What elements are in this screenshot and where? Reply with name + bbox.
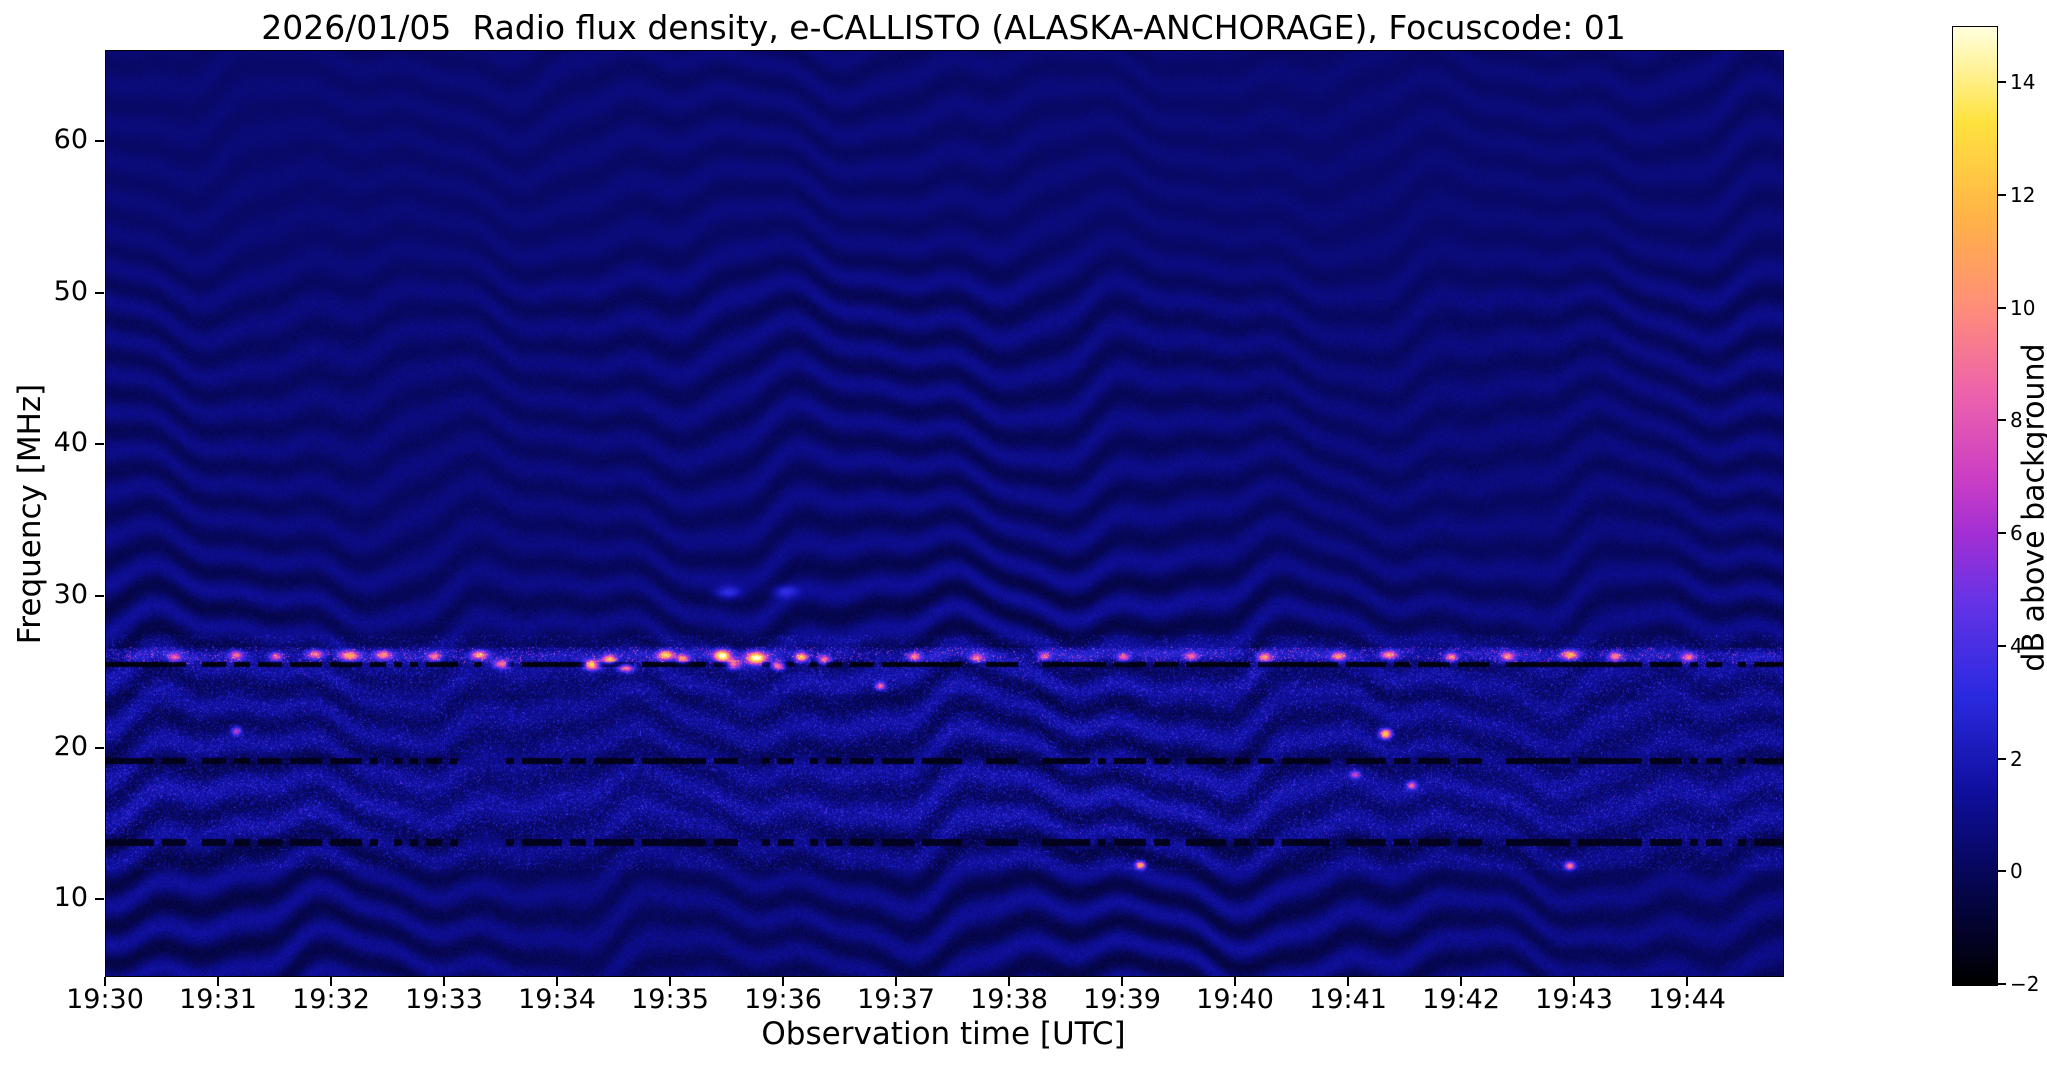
- x-tick-label: 19:31: [179, 984, 257, 1015]
- x-tick-label: 19:40: [1196, 984, 1274, 1015]
- colorbar-tick-label: 4: [2010, 633, 2023, 658]
- x-tick-label: 19:38: [970, 984, 1048, 1015]
- y-tick-mark: [95, 139, 104, 142]
- x-tick-mark: [1234, 977, 1237, 986]
- x-tick-mark: [1460, 977, 1463, 986]
- x-tick-label: 19:35: [631, 984, 709, 1015]
- colorbar-tick-mark: [1998, 983, 2006, 985]
- colorbar-tick-label: 6: [2010, 521, 2023, 546]
- x-tick-label: 19:34: [518, 984, 596, 1015]
- colorbar-tick-mark: [1998, 870, 2006, 873]
- x-tick-label: 19:41: [1309, 984, 1387, 1015]
- x-tick-label: 19:37: [857, 984, 935, 1015]
- y-tick-mark: [95, 443, 104, 446]
- x-tick-mark: [104, 977, 106, 986]
- y-tick-mark: [95, 291, 104, 294]
- x-tick-mark: [330, 977, 332, 986]
- x-tick-label: 19:42: [1422, 984, 1500, 1015]
- x-tick-label: 19:44: [1648, 984, 1726, 1015]
- y-tick-label: 40: [53, 427, 88, 459]
- y-tick-label: 50: [53, 275, 88, 307]
- y-tick-label: 30: [53, 578, 88, 610]
- colorbar: [1952, 26, 1998, 986]
- colorbar-tick-label: 2: [2010, 746, 2023, 771]
- colorbar-tick-label: 8: [2010, 408, 2023, 433]
- spectrogram-canvas: [106, 51, 1783, 976]
- colorbar-tick-mark: [1998, 532, 2006, 535]
- chart-title: 2026/01/05 Radio flux density, e-CALLIST…: [261, 8, 1626, 47]
- x-tick-mark: [1008, 977, 1011, 986]
- x-tick-mark: [443, 977, 446, 986]
- colorbar-tick-mark: [1998, 757, 2006, 760]
- x-tick-mark: [782, 977, 785, 986]
- x-tick-label: 19:43: [1535, 984, 1613, 1015]
- x-tick-mark: [1347, 977, 1350, 986]
- colorbar-tick-mark: [1998, 194, 2006, 197]
- x-tick-mark: [1573, 977, 1576, 986]
- x-tick-label: 19:32: [292, 984, 370, 1015]
- x-tick-mark: [556, 977, 559, 986]
- y-tick-mark: [95, 898, 104, 901]
- colorbar-tick-mark: [1998, 81, 2006, 84]
- x-tick-label: 19:39: [1083, 984, 1161, 1015]
- y-tick-mark: [95, 594, 104, 597]
- x-tick-label: 19:36: [744, 984, 822, 1015]
- colorbar-gradient-canvas: [1953, 27, 1997, 985]
- x-tick-mark: [1686, 977, 1689, 986]
- colorbar-tick-label: 14: [2010, 70, 2036, 95]
- x-tick-mark: [217, 977, 219, 986]
- y-tick-label: 10: [53, 882, 88, 914]
- x-tick-label: 19:30: [66, 984, 144, 1015]
- y-tick-label: 20: [53, 730, 88, 762]
- y-tick-mark: [95, 746, 104, 749]
- plot-area: [105, 50, 1784, 977]
- colorbar-tick-mark: [1998, 306, 2006, 309]
- x-tick-mark: [895, 977, 898, 986]
- y-axis-label: Frequency [MHz]: [12, 383, 48, 645]
- y-tick-label: 60: [53, 123, 88, 155]
- x-tick-mark: [669, 977, 672, 986]
- colorbar-tick-label: 12: [2010, 183, 2036, 208]
- colorbar-label: dB above background: [2016, 343, 2047, 672]
- colorbar-tick-label: 10: [2010, 295, 2036, 320]
- colorbar-tick-mark: [1998, 419, 2006, 422]
- colorbar-tick-label: −2: [2010, 972, 2040, 996]
- colorbar-tick-mark: [1998, 644, 2006, 647]
- colorbar-tick-label: 0: [2010, 859, 2023, 884]
- x-tick-label: 19:33: [405, 984, 483, 1015]
- x-tick-mark: [1121, 977, 1124, 986]
- x-axis-label: Observation time [UTC]: [761, 1016, 1126, 1052]
